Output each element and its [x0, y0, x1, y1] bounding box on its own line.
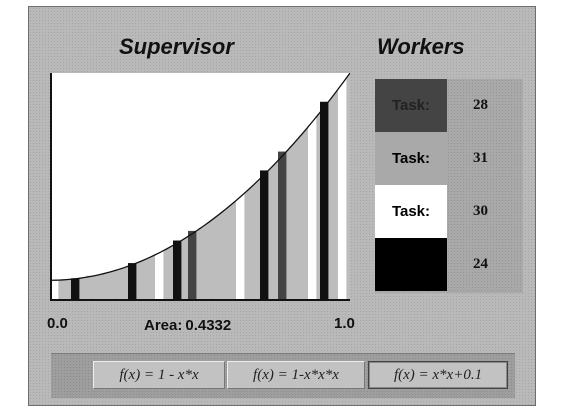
function-button-3-selected[interactable]: f(x) = x*x+0.1	[368, 361, 508, 389]
worker-task-label: Task:	[392, 150, 430, 167]
worker-task-label: Task:	[392, 97, 430, 114]
worker-row-2: Task: 31	[375, 132, 523, 185]
worker-task-count: 31	[473, 132, 488, 185]
integration-strip-10	[278, 152, 286, 301]
area-label: Area:	[144, 317, 182, 334]
function-button-1[interactable]: f(x) = 1 - x*x	[93, 361, 225, 389]
worker-task-label: Task:	[392, 203, 430, 220]
app-window: Supervisor Workers 0.0 1.0 Area: 0.4332 T…	[28, 6, 536, 406]
worker-color-box: Task:	[375, 79, 447, 132]
integration-strip-5	[155, 251, 163, 301]
function-button-2[interactable]: f(x) = 1-x*x*x	[227, 361, 365, 389]
integration-strip-11	[308, 117, 316, 301]
x-axis-end-label: 1.0	[334, 315, 355, 332]
worker-task-count: 30	[473, 185, 488, 238]
worker-task-count: 24	[473, 238, 488, 291]
integration-strip-6	[173, 241, 181, 301]
integration-strip-2	[71, 278, 79, 301]
worker-color-box: Task:	[375, 132, 447, 185]
area-value: 0.4332	[185, 317, 231, 334]
function-button-bar: f(x) = 1 - x*x f(x) = 1-x*x*x f(x) = x*x…	[51, 353, 515, 398]
area-readout: Area: 0.4332	[141, 317, 231, 334]
integration-strip-8	[236, 193, 244, 301]
worker-row-3: Task: 30	[375, 185, 523, 238]
integration-strip-9	[260, 170, 268, 301]
integration-strip-3	[86, 276, 94, 301]
worker-color-box: Task:	[375, 185, 447, 238]
supervisor-title: Supervisor	[119, 34, 234, 60]
worker-task-count: 28	[473, 79, 488, 132]
integration-strip-12	[320, 102, 328, 301]
integration-strip-7	[188, 231, 196, 301]
worker-row-4: 24	[375, 238, 523, 291]
integration-strip-13	[338, 78, 346, 301]
integration-plot	[50, 73, 350, 301]
integration-strip-4	[128, 263, 136, 301]
workers-panel: Task: 28 Task: 31 Task: 30 24	[375, 79, 523, 293]
worker-color-box	[375, 238, 447, 291]
x-axis-start-label: 0.0	[47, 315, 68, 332]
worker-row-1: Task: 28	[375, 79, 523, 132]
workers-title: Workers	[377, 34, 465, 60]
